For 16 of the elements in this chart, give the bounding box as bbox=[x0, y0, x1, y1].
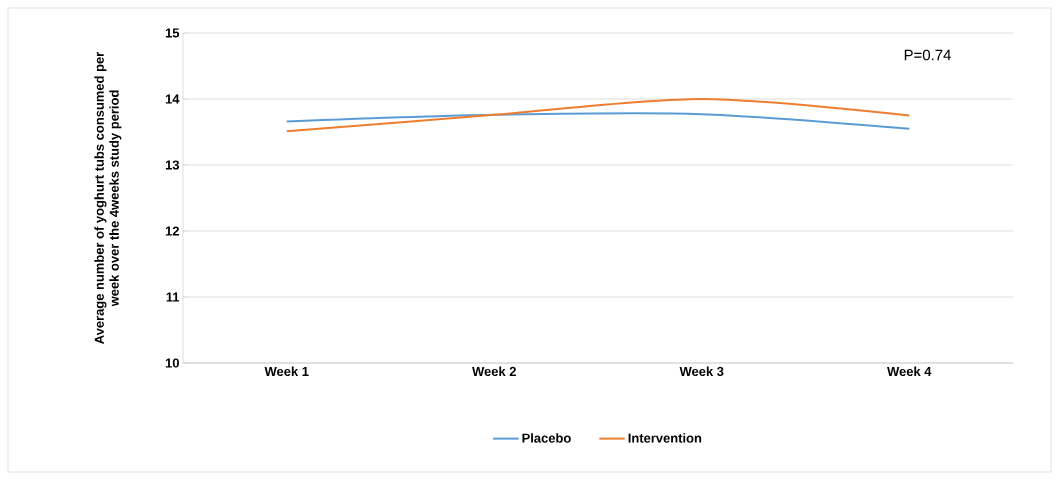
x-tick-label: Week 2 bbox=[472, 366, 516, 377]
y-axis-title: Average number of yoghurt tubs consumed per week over the 4weeks study period bbox=[94, 52, 122, 344]
y-tick-label: 11 bbox=[166, 292, 180, 302]
annotation: P=0.74 bbox=[904, 49, 951, 61]
x-tick-label: Week 1 bbox=[264, 366, 309, 377]
legend-label: Intervention bbox=[628, 433, 702, 443]
y-tick-label: 15 bbox=[165, 28, 180, 38]
line-series bbox=[285, 98, 911, 133]
y-tick-label: 13 bbox=[165, 160, 180, 170]
x-tick-label: Week 3 bbox=[679, 366, 724, 377]
y-tick-label: 10 bbox=[165, 358, 179, 368]
y-tick-label: 14 bbox=[165, 94, 180, 104]
y-tick-label: 12 bbox=[165, 226, 179, 236]
line-series bbox=[285, 112, 911, 130]
legend-label: Placebo bbox=[522, 433, 571, 443]
x-tick-label: Week 4 bbox=[887, 366, 932, 377]
